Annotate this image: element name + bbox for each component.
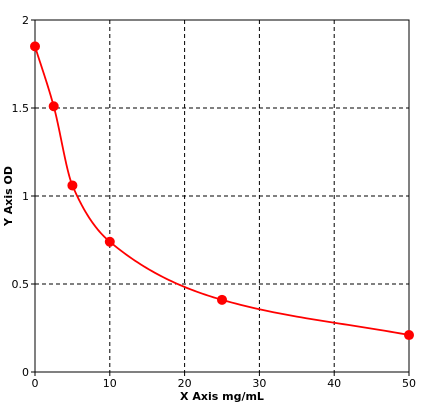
grid-lines — [35, 20, 409, 372]
y-tick-label: 0.5 — [12, 278, 30, 291]
x-tick-label: 30 — [252, 377, 266, 390]
data-point — [48, 101, 59, 112]
axis-ticks: 0 10 20 30 40 50 0 0.5 1 1.5 2 — [12, 14, 417, 390]
x-axis-label: X Axis mg/mL — [180, 390, 264, 403]
y-axis-label: Y Axis OD — [2, 166, 15, 227]
y-tick-label: 0 — [22, 366, 29, 379]
data-point — [104, 236, 115, 247]
x-tick-label: 40 — [327, 377, 341, 390]
y-tick-label: 2 — [22, 14, 29, 27]
fit-curve-line — [34, 46, 410, 336]
data-point — [217, 294, 227, 305]
x-tick-label: 20 — [178, 377, 192, 390]
x-tick-label: 0 — [32, 377, 39, 390]
y-tick-label: 1.5 — [12, 102, 30, 115]
data-point — [404, 330, 414, 341]
y-tick-label: 1 — [22, 190, 29, 203]
x-tick-label: 50 — [402, 377, 416, 390]
x-tick-label: 10 — [103, 377, 117, 390]
data-points — [30, 41, 414, 341]
data-point — [67, 180, 78, 191]
fit-curve — [34, 46, 410, 336]
data-point — [30, 41, 40, 52]
